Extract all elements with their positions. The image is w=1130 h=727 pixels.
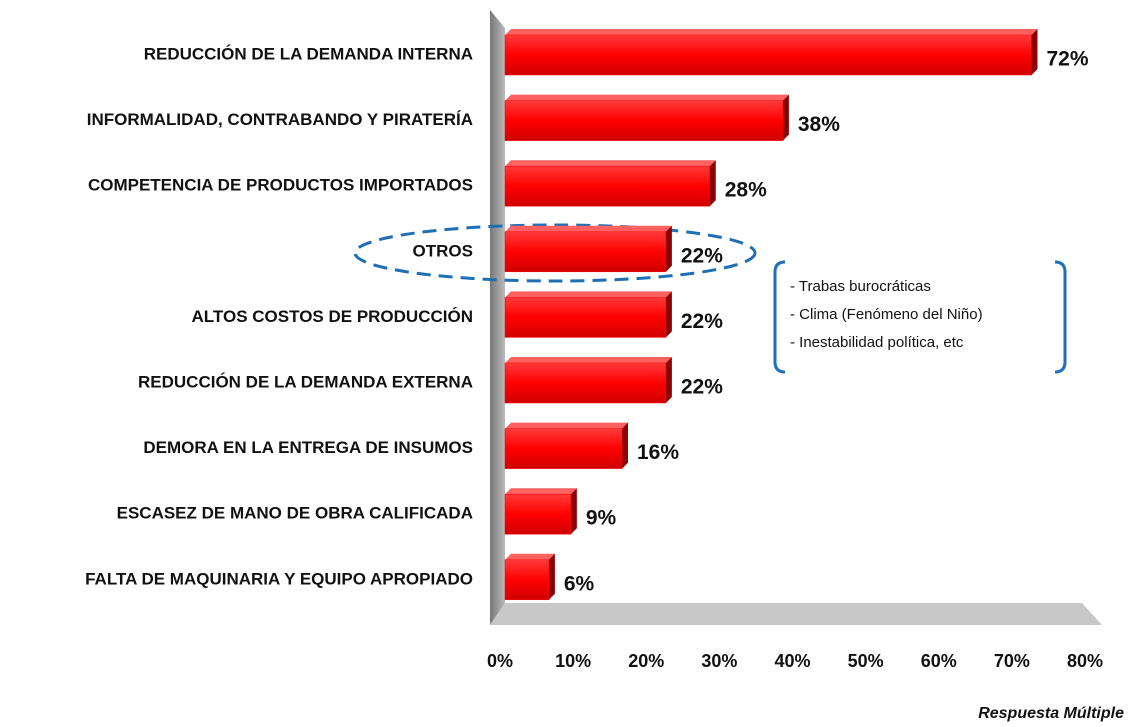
bar-side: [1031, 29, 1038, 75]
x-tick-label: 30%: [701, 651, 737, 671]
value-label: 22%: [681, 244, 723, 267]
category-label: REDUCCIÓN DE LA DEMANDA INTERNA: [144, 44, 473, 63]
x-tick-label: 0%: [487, 651, 513, 671]
bar-side: [665, 357, 672, 403]
value-label: 38%: [798, 113, 840, 136]
x-tick-label: 40%: [774, 651, 810, 671]
x-tick-label: 60%: [921, 651, 957, 671]
category-label: ALTOS COSTOS DE PRODUCCIÓN: [192, 307, 473, 326]
value-label: 22%: [681, 310, 723, 333]
category-label: ESCASEZ DE MANO DE OBRA CALIFICADA: [117, 504, 473, 523]
bracket-left: [773, 260, 786, 374]
bar: [504, 493, 572, 535]
bar-top: [505, 422, 628, 429]
bar-side: [709, 160, 716, 207]
bar-top: [505, 29, 1038, 35]
x-tick-label: 20%: [628, 651, 664, 671]
bar-top: [505, 291, 672, 298]
value-label: 9%: [586, 507, 617, 530]
highlight-ellipse: [353, 223, 757, 283]
bar: [504, 362, 667, 404]
bar: [504, 100, 784, 141]
floor: [490, 603, 1102, 625]
annotation: - Clima (Fenómeno del Niño): [790, 306, 983, 323]
x-tick-label: 10%: [555, 651, 591, 671]
bar-side: [622, 422, 628, 469]
bar: [504, 297, 667, 338]
x-tick-label: 50%: [848, 651, 884, 671]
note: Respuesta Múltiple: [978, 705, 1124, 722]
value-label: 22%: [681, 376, 723, 399]
bar-top: [505, 357, 672, 363]
category-label: OTROS: [413, 241, 473, 260]
bar-side: [548, 553, 555, 600]
x-tick-label: 80%: [1067, 651, 1103, 671]
bar: [504, 34, 1032, 76]
bar-top: [505, 225, 672, 232]
bar-top: [505, 488, 577, 495]
bar-side: [570, 488, 577, 535]
back-wall: [490, 10, 505, 625]
bar-top: [505, 160, 716, 167]
bar-side: [665, 225, 672, 272]
bar-side: [782, 94, 789, 141]
category-label: REDUCCIÓN DE LA DEMANDA EXTERNA: [138, 372, 473, 391]
bar: [504, 428, 623, 469]
category-label: DEMORA EN LA ENTREGA DE INSUMOS: [143, 438, 473, 457]
bar-top: [505, 94, 789, 101]
bar-top: [505, 553, 555, 560]
value-label: 28%: [725, 179, 767, 202]
category-label: FALTA DE MAQUINARIA Y EQUIPO APROPIADO: [85, 569, 473, 588]
value-label: 72%: [1047, 48, 1089, 71]
x-tick-label: 70%: [994, 651, 1030, 671]
bar-side: [665, 291, 672, 338]
category-label: INFORMALIDAD, CONTRABANDO Y PIRATERÍA: [87, 110, 473, 129]
value-label: 16%: [637, 441, 679, 464]
annotation: - Trabas burocráticas: [790, 278, 931, 295]
category-label: COMPETENCIA DE PRODUCTOS IMPORTADOS: [88, 176, 473, 195]
bar: [504, 559, 550, 601]
bracket-right: [1054, 260, 1067, 374]
value-label: 6%: [564, 572, 595, 595]
annotation: - Inestabilidad política, etc: [790, 334, 964, 351]
bar: [504, 231, 667, 273]
bar: [504, 165, 710, 207]
